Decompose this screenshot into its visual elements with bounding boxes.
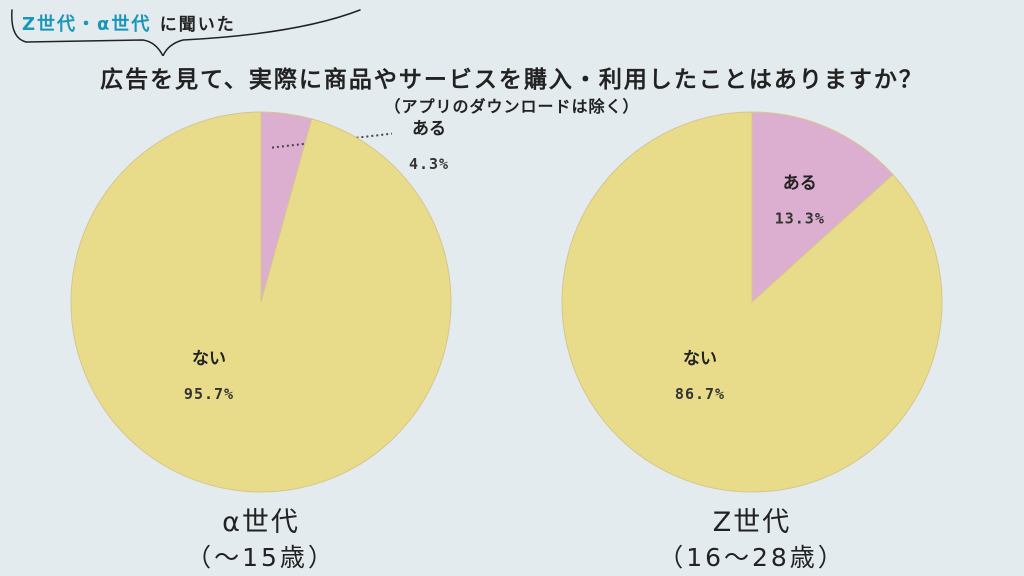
speech-bracket-decoration	[11, 9, 361, 56]
chart-2-pct-no: 86.7%	[675, 385, 725, 403]
tag-text: Z世代・α世代 に聞いた	[22, 10, 236, 36]
chart-2-title: Z世代	[712, 507, 792, 538]
chart-2-label-yes: ある	[783, 173, 817, 193]
chart-1-pct-no: 95.7%	[184, 385, 234, 403]
chart-2-pct-yes: 13.3%	[775, 209, 825, 227]
chart-2-label-no: ない	[683, 349, 717, 369]
chart-1-label-no: ない	[192, 349, 226, 369]
chart-1-pct-yes: 4.3%	[409, 155, 449, 173]
chart-2-slice-no	[561, 111, 943, 493]
chart-2-subtitle: （16〜28歳）	[658, 543, 846, 572]
tag-highlight: Z世代・α世代	[22, 14, 152, 35]
tag-rest: に聞いた	[159, 15, 236, 35]
chart-1-label-yes: ある	[412, 119, 446, 139]
survey-tag: Z世代・α世代 に聞いた	[8, 4, 378, 56]
chart-1-subtitle: （〜15歳）	[186, 543, 336, 572]
question-note: （アプリのダウンロードは除く）	[384, 97, 640, 116]
question-title: 広告を見て、実際に商品やサービスを購入・利用したことはありますか？	[100, 67, 924, 93]
chart-1-title: α世代	[222, 507, 300, 538]
chart-1-slice-no	[70, 111, 452, 493]
chart-2-slice-yes	[751, 111, 894, 304]
